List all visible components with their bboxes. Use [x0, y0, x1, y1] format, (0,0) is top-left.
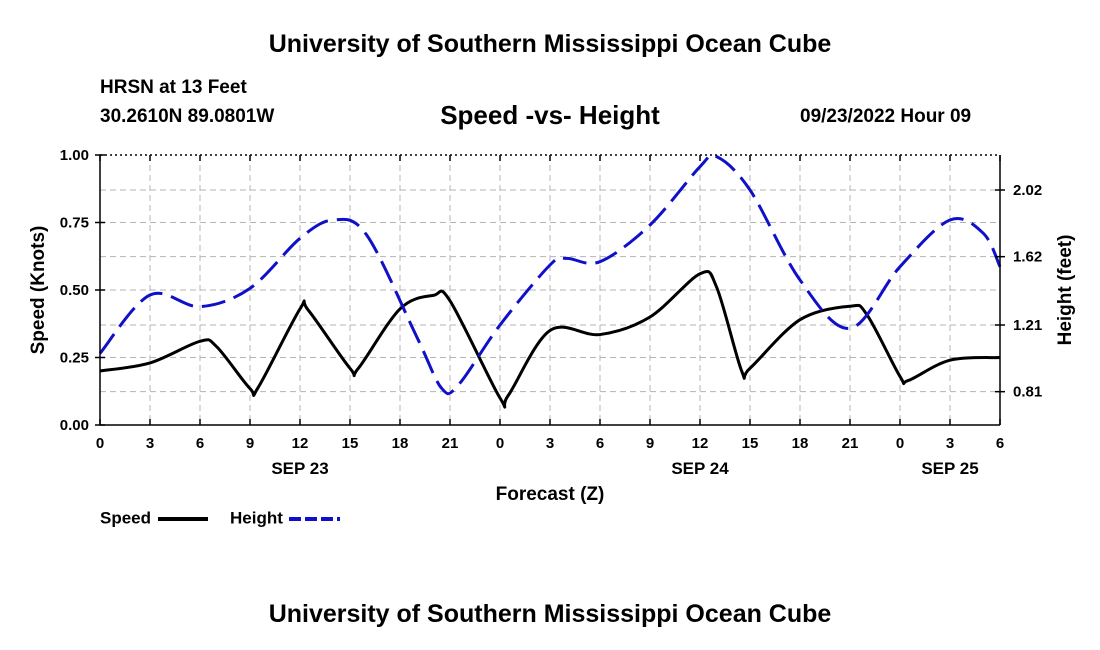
date-label: SEP 25: [921, 459, 978, 478]
x-tick-label: 15: [342, 435, 359, 452]
x-tick-label: 12: [692, 435, 709, 452]
y2-axis-title: Height (feet): [1055, 235, 1076, 346]
legend-swatch-speed: [157, 516, 208, 521]
x-tick-label: 21: [442, 435, 459, 452]
y-tick-label: 0.50: [60, 282, 89, 299]
legend-swatch-height: [288, 516, 340, 521]
y-tick-label: 0.00: [60, 417, 89, 434]
legend-label-height: Height: [230, 508, 283, 528]
footer-title: University of Southern Mississippi Ocean…: [268, 600, 832, 628]
x-tick-label: 6: [596, 435, 604, 452]
y-axis-title: Speed (Knots): [28, 226, 49, 355]
forecast-datetime: 09/23/2022 Hour 09: [800, 106, 972, 127]
x-tick-label: 6: [196, 435, 204, 452]
grid: [100, 155, 1000, 425]
x-tick-label: 3: [146, 435, 154, 452]
y2-tick-label: 1.21: [1013, 317, 1042, 334]
series-height: [98, 153, 1002, 396]
y2-tick-label: 1.62: [1013, 249, 1042, 266]
axis-labels: 0 3 6 9 12 15 18 21 0 3 6 9 12 15 18 21 0 3 6 0.00 0.25 0.50 0…: [28, 147, 1076, 505]
series-line-speed: [99, 270, 1001, 409]
chart-title: Speed -vs- Height: [440, 100, 660, 130]
x-tick-label: 6: [996, 435, 1004, 452]
x-tick-label: 21: [842, 435, 859, 452]
x-tick-label: 18: [792, 435, 809, 452]
legend-item-height: Height: [230, 508, 342, 529]
x-tick-label: 18: [392, 435, 409, 452]
y2-tick-label: 0.81: [1013, 384, 1042, 401]
x-tick-label: 9: [246, 435, 254, 452]
series-layer: [98, 153, 1002, 409]
x-tick-label: 0: [496, 435, 504, 452]
tick-layer: [95, 154, 1005, 426]
y-tick-label: 0.25: [60, 350, 89, 367]
y-tick-label: 0.75: [60, 215, 89, 232]
x-tick-label: 3: [546, 435, 554, 452]
date-label: SEP 24: [671, 459, 729, 478]
x-tick-label: 12: [292, 435, 309, 452]
x-tick-label: 0: [896, 435, 904, 452]
station-label: HRSN at 13 Feet: [100, 77, 247, 98]
series-speed: [99, 270, 1001, 409]
legend-item-speed: Speed: [100, 508, 210, 529]
date-label: SEP 23: [271, 459, 328, 478]
x-tick-label: 0: [96, 435, 104, 452]
station-coordinates: 30.2610N 89.0801W: [100, 106, 275, 127]
legend-label-speed: Speed: [100, 508, 152, 528]
x-axis-title: Forecast (Z): [496, 484, 605, 505]
y2-tick-label: 2.02: [1013, 182, 1042, 199]
x-tick-label: 9: [646, 435, 654, 452]
y-tick-label: 1.00: [60, 147, 89, 164]
series-line-height: [98, 153, 1002, 396]
x-tick-label: 3: [946, 435, 954, 452]
x-tick-label: 15: [742, 435, 759, 452]
page-title: University of Southern Mississippi Ocean…: [268, 30, 832, 58]
